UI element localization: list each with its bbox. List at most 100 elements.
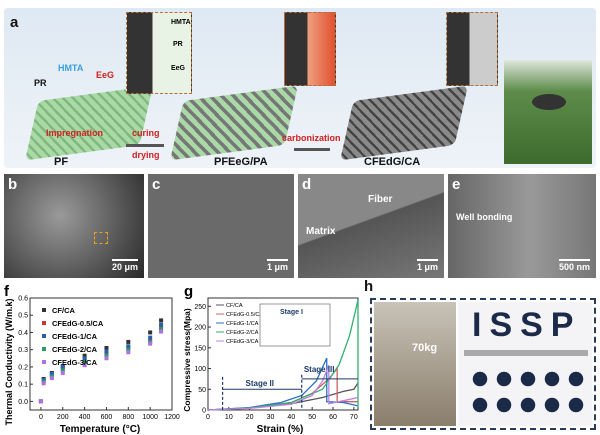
- series-line: [207, 364, 359, 411]
- data-point: [82, 359, 87, 364]
- legend-marker: [42, 334, 46, 338]
- x-tick-label: 1000: [142, 414, 158, 421]
- series-line: [207, 382, 359, 411]
- carbonization-label: carbonization: [282, 133, 341, 143]
- data-point: [60, 368, 65, 373]
- inset-label: HMTA: [171, 19, 191, 26]
- data-point: [159, 329, 164, 334]
- data-point: [104, 353, 109, 358]
- data-point: [104, 356, 109, 361]
- x-tick-label: 400: [79, 414, 91, 421]
- chart-f: f Temperature (°C) Thermal Conductivity …: [4, 283, 180, 435]
- legend-entry: CFEdG-0.5/CA: [226, 312, 263, 318]
- hmta-label: HMTA: [58, 63, 84, 73]
- x-tick-label: 70: [350, 414, 358, 421]
- x-tick-label: 1200: [164, 414, 180, 421]
- inset-label: PR: [173, 41, 183, 48]
- inset-pfeeg: [284, 12, 336, 86]
- x-tick-label: 0: [206, 414, 210, 421]
- data-point: [148, 341, 153, 346]
- inset-pf: HMTA PR EeG: [126, 12, 192, 94]
- data-point: [49, 376, 54, 381]
- fiber-label: Fiber: [368, 194, 393, 205]
- inset-cf: [446, 12, 498, 86]
- legend-entry: CFEdG-3/CA: [226, 339, 259, 345]
- data-point: [126, 344, 131, 349]
- y-tick-label: 200: [194, 325, 206, 332]
- data-point: [60, 364, 65, 369]
- panel-label: c: [152, 176, 161, 193]
- x-tick-label: 800: [122, 414, 134, 421]
- stage-label: Stage III: [304, 365, 335, 374]
- data-point: [49, 371, 54, 376]
- photo-shaped-samples: ISSP: [458, 302, 592, 426]
- data-point: [60, 370, 65, 375]
- legend-entry: CF/CA: [226, 303, 243, 309]
- y-tick-label: 0.5: [18, 313, 28, 320]
- data-point: [126, 339, 131, 344]
- impregnation-label: Impregnation: [46, 128, 104, 138]
- weight-label: 70kg: [412, 342, 438, 354]
- pr-label: PR: [34, 78, 47, 88]
- panel-d-sem: d Fiber Matrix 1 μm: [298, 174, 444, 278]
- x-tick-label: 60: [329, 414, 337, 421]
- aerogel-sample: [532, 94, 566, 110]
- legend-entry: CFEdG-0.5/CA: [52, 319, 104, 328]
- legend-marker: [42, 321, 46, 325]
- y-tick-label: 0.2: [18, 364, 28, 371]
- panel-label: d: [302, 176, 312, 193]
- data-point: [104, 349, 109, 354]
- x-tick-label: 50: [308, 414, 316, 421]
- data-point: [82, 356, 87, 361]
- drying-label: drying: [132, 150, 160, 160]
- stage-label: Stage I: [280, 309, 303, 316]
- y-tick-label: 0.0: [18, 399, 28, 406]
- well-bonding-label: Well bonding: [456, 212, 513, 222]
- legend-entry: CF/CA: [52, 306, 75, 315]
- panel-label: h: [364, 278, 374, 295]
- legend-marker: [42, 360, 46, 364]
- data-point: [148, 335, 153, 340]
- legend-entry: CFEdG-1/CA: [226, 321, 259, 327]
- curing-label: curing: [132, 128, 160, 138]
- cf-label: CFEdG/CA: [364, 156, 421, 168]
- plot-frame: [29, 297, 173, 411]
- legend-entry: CFEdG-3/CA: [52, 358, 98, 367]
- legend-marker: [42, 308, 46, 312]
- panel-label: a: [10, 14, 19, 31]
- panel-b-sem: b 20 μm: [4, 174, 144, 278]
- data-point: [41, 381, 46, 386]
- data-point: [104, 345, 109, 350]
- photo-aerogel-on-leaf: [504, 60, 592, 164]
- y-tick-label: 250: [194, 304, 206, 311]
- ruler: [464, 350, 588, 356]
- y-tick-label: 0: [202, 408, 206, 415]
- scale-bar: 500 nm: [558, 259, 590, 272]
- photo-person-standing: 70kg: [374, 302, 456, 426]
- matrix-label: Matrix: [306, 226, 336, 237]
- scale-bar: 1 μm: [266, 259, 288, 272]
- pf-label: PF: [54, 156, 69, 168]
- inset-label: EeG: [171, 65, 186, 72]
- arrow-icon: [294, 148, 330, 151]
- data-point: [126, 350, 131, 355]
- y-tick-label: 100: [194, 366, 206, 373]
- x-tick-label: 0: [39, 414, 43, 421]
- data-point: [82, 363, 87, 368]
- legend-entry: CFEdG-2/CA: [226, 330, 259, 336]
- panel-label: b: [8, 176, 18, 193]
- data-point: [159, 327, 164, 332]
- legend-marker: [42, 347, 46, 351]
- data-point: [126, 347, 131, 352]
- panel-label: g: [184, 283, 193, 300]
- zoom-box: [94, 232, 108, 244]
- x-tick-label: 600: [101, 414, 113, 421]
- chart-g: g Strain (%) Compressive stress(Mpa) 0 10…: [182, 283, 359, 435]
- x-tick-label: 30: [267, 414, 275, 421]
- cf-mesh: [340, 85, 468, 161]
- y-tick-label: 0.3: [18, 347, 28, 354]
- pf-eeg-mesh: [170, 85, 298, 161]
- y-tick-label: 0.6: [18, 296, 28, 303]
- legend-entry: CFEdG-2/CA: [52, 345, 98, 354]
- x-tick-label: 200: [57, 414, 69, 421]
